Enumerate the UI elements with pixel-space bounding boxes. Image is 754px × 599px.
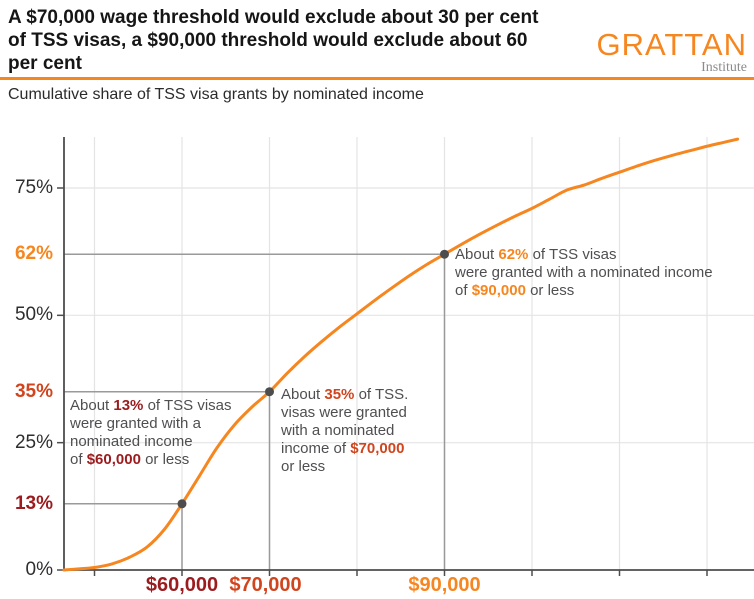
- annotation-text: About: [281, 386, 325, 403]
- annotation-line: were granted with a nominated income: [455, 264, 713, 282]
- annotation-line: with a nominated: [281, 422, 408, 440]
- annotation-line: income of $70,000: [281, 440, 408, 458]
- annotation-text: About: [455, 246, 499, 263]
- annotation-text: of TSS.: [354, 386, 409, 403]
- annotation-text: with a nominated: [281, 422, 395, 439]
- y-tick-label-62: 62%: [14, 243, 53, 265]
- grattan-logo-wordmark: GRATTAN: [596, 27, 747, 62]
- annotation-text: were granted with a nominated income: [455, 264, 713, 281]
- annotation-highlight: $60,000: [86, 451, 141, 468]
- chart-headline-line: of TSS visas, a $90,000 threshold would …: [8, 30, 528, 51]
- annotation-text: or less: [281, 458, 326, 475]
- data-point-dot: [440, 249, 449, 259]
- y-tick-label-13: 13%: [14, 492, 53, 514]
- y-tick-label-50: 50%: [14, 304, 53, 326]
- annotation-text: About: [70, 397, 114, 414]
- grattan-logo: GRATTAN Institute: [596, 27, 747, 75]
- y-tick-label-0: 0%: [25, 559, 53, 580]
- annotation-text: were granted with a: [70, 415, 201, 432]
- chart-headline-line: A $70,000 wage threshold would exclude a…: [8, 7, 539, 28]
- annotation-line: of $90,000 or less: [455, 282, 713, 300]
- x-tick-label-70000: $70,000: [229, 574, 302, 596]
- chart-headline-line: per cent: [8, 53, 82, 74]
- annotation-62pct: About 62% of TSS visas were granted with …: [455, 246, 713, 300]
- y-tick-label-75: 75%: [14, 177, 53, 198]
- annotation-highlight: $70,000: [350, 440, 405, 457]
- annotation-text: of: [455, 282, 472, 299]
- annotation-35pct: About 35% of TSS. visas were granted with …: [281, 386, 408, 476]
- annotation-line: About 62% of TSS visas: [455, 246, 713, 264]
- annotation-line: were granted with a: [70, 415, 232, 433]
- annotation-text: of: [70, 451, 87, 468]
- x-tick-label-60000: $60,000: [145, 574, 219, 596]
- annotation-highlight: $90,000: [471, 282, 526, 299]
- annotation-text: or less: [525, 282, 575, 299]
- annotation-highlight: 13%: [113, 397, 144, 414]
- annotation-text: of TSS visas: [528, 246, 617, 263]
- annotation-text: of TSS visas: [143, 397, 232, 414]
- annotation-text: visas were granted: [281, 404, 407, 421]
- annotation-highlight: 62%: [498, 246, 529, 263]
- annotation-line: visas were granted: [281, 404, 408, 422]
- data-point-dot: [265, 387, 274, 397]
- annotation-line: of $60,000 or less: [70, 451, 232, 469]
- annotation-line: About 35% of TSS.: [281, 386, 408, 404]
- y-tick-label-35: 35%: [14, 380, 53, 402]
- orange-divider: [0, 77, 754, 80]
- annotation-text: nominated income: [70, 433, 193, 450]
- annotation-line: About 13% of TSS visas: [70, 397, 232, 415]
- grattan-logo-institute: Institute: [701, 60, 747, 75]
- x-tick-label-90000: $90,000: [408, 574, 481, 596]
- data-point-dot: [177, 499, 187, 509]
- annotation-line: or less: [281, 458, 408, 476]
- annotation-text: income of: [281, 440, 351, 457]
- annotation-line: nominated income: [70, 433, 232, 451]
- chart-subtitle: Cumulative share of TSS visa grants by n…: [8, 86, 424, 103]
- cumulative-curve: [62, 137, 740, 572]
- annotation-text: or less: [140, 451, 190, 468]
- annotation-13pct: About 13% of TSS visas were granted with …: [70, 397, 232, 469]
- annotation-highlight: 35%: [324, 386, 355, 403]
- chart-headline: A $70,000 wage threshold would exclude a…: [8, 6, 608, 75]
- y-tick-label-25: 25%: [14, 431, 53, 453]
